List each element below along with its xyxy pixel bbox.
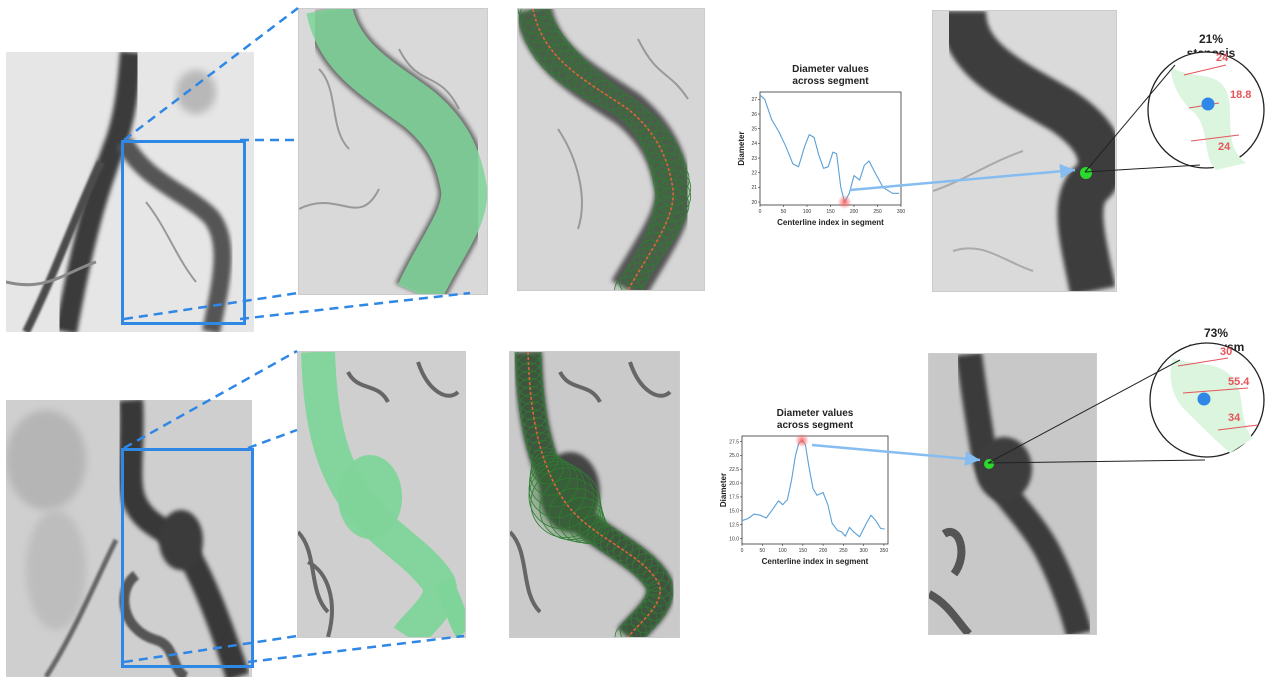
chart-title: across segment	[777, 420, 854, 431]
label-distal-diameter: 24	[1218, 141, 1231, 153]
inscribed-circle	[518, 9, 552, 34]
inscribed-circle	[590, 79, 618, 107]
y-tick-label: 23	[751, 156, 757, 162]
x-tick-label: 300	[859, 548, 868, 554]
x-tick-label: 50	[759, 548, 765, 554]
y-tick-label: 26	[751, 112, 757, 118]
x-tick-label: 150	[799, 548, 808, 554]
y-tick-label: 25.0	[729, 453, 739, 459]
label-minimum-diameter: 18.8	[1230, 89, 1251, 101]
zoom-magnifier-bottom: 30 55.4 34	[1148, 338, 1266, 463]
x-axis-label: Centerline index in segment	[762, 557, 869, 566]
segmentation-panel-top	[298, 8, 488, 295]
y-tick-label: 15.0	[729, 509, 739, 515]
centerline	[532, 9, 674, 290]
zoom-magnifier-top: 24 18.8 24	[1146, 45, 1266, 175]
y-tick-label: 21	[751, 185, 757, 191]
y-tick-label: 24	[751, 141, 757, 147]
inscribed-circle	[528, 463, 594, 529]
inscribed-circle	[613, 94, 638, 120]
y-tick-label: 27	[751, 97, 757, 103]
y-axis-label: Diameter	[719, 473, 728, 507]
diameter-line	[759, 94, 900, 203]
inscribed-circle	[619, 269, 646, 290]
stenosis-marker	[1080, 167, 1092, 179]
inscribed-circle	[619, 617, 647, 637]
inscribed-circle	[614, 623, 642, 637]
x-tick-label: 200	[819, 548, 828, 554]
chart-title: across segment	[792, 76, 869, 87]
target-image-bottom	[928, 353, 1097, 635]
inscribed-circle	[655, 178, 692, 215]
y-tick-label: 12.5	[729, 522, 739, 528]
measurement-point	[1201, 97, 1215, 111]
inscribed-circle	[517, 377, 544, 405]
x-tick-label: 50	[781, 209, 787, 215]
y-tick-label: 20.0	[729, 481, 739, 487]
centerline-panel-bottom	[509, 351, 680, 638]
inscribed-circle	[633, 247, 659, 273]
y-tick-label: 17.5	[729, 495, 739, 501]
x-tick-label: 300	[897, 209, 906, 215]
plot-area	[741, 435, 889, 545]
inscribed-circle	[522, 416, 550, 444]
centerline-panel-top	[517, 8, 705, 291]
inscribed-circle	[527, 23, 564, 60]
inscribed-circle	[644, 587, 672, 615]
highlight-point	[837, 195, 852, 210]
y-tick-label: 10.0	[729, 536, 739, 542]
diameter-chart-top: Diameter values across segment 0 50 100 150 20…	[730, 60, 910, 230]
y-tick-label: 25	[751, 126, 757, 132]
y-tick-label: 22.5	[729, 467, 739, 473]
y-tick-label: 20	[751, 200, 757, 206]
x-axis-label: Centerline index in segment	[777, 218, 884, 227]
x-tick-label: 250	[839, 548, 848, 554]
x-tick-label: 200	[850, 209, 859, 215]
inscribed-circle	[637, 239, 664, 266]
diameter-chart-bottom: Diameter values across segment 0 50 100 150 20…	[712, 404, 897, 574]
label-proximal-diameter: 24	[1216, 52, 1229, 64]
segmentation-panel-bottom	[297, 351, 466, 638]
x-tick-label: 250	[873, 209, 882, 215]
x-tick-label: 150	[826, 209, 835, 215]
diameter-line	[741, 439, 885, 538]
roi-box-bottom	[121, 448, 254, 668]
x-tick-label: 0	[759, 209, 762, 215]
y-tick-label: 27.5	[729, 439, 739, 445]
x-tick-label: 100	[803, 209, 812, 215]
aneurysm-marker	[984, 459, 994, 469]
plot-area	[759, 91, 902, 206]
label-distal-diameter: 34	[1228, 412, 1241, 424]
y-tick-label: 22	[751, 171, 757, 177]
inscribed-circle	[582, 74, 611, 103]
y-axis-label: Diameter	[737, 131, 746, 165]
label-proximal-diameter: 30	[1220, 346, 1232, 358]
inscribed-circle	[518, 9, 549, 25]
x-tick-label: 100	[778, 548, 787, 554]
measurement-point	[1197, 392, 1211, 406]
inscribed-circle	[648, 214, 678, 245]
x-tick-label: 350	[880, 548, 889, 554]
chart-title: Diameter values	[792, 64, 869, 75]
chart-title: Diameter values	[777, 408, 854, 419]
x-tick-label: 0	[741, 548, 744, 554]
label-maximum-diameter: 55.4	[1228, 376, 1250, 388]
roi-box-top	[121, 140, 246, 325]
highlight-point	[795, 433, 810, 448]
target-image-top	[932, 10, 1117, 292]
